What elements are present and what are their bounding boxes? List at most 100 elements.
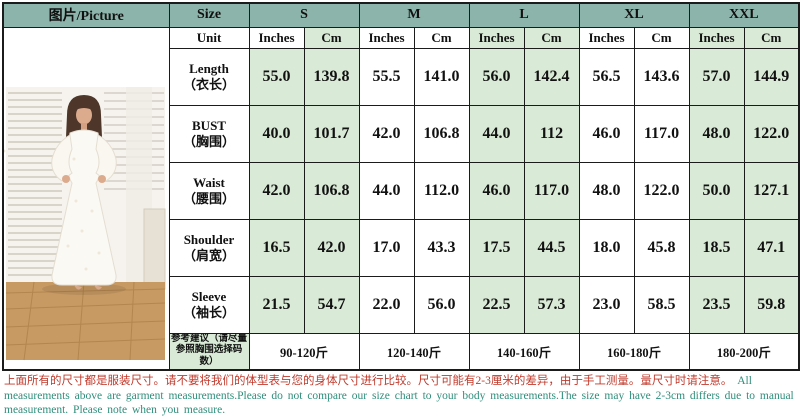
size-header-xxl: XXL (688, 2, 800, 28)
reference-row: 参考建议（请尽量参照胸围选择码数） 90-120斤 120-140斤 140-1… (3, 332, 800, 371)
model-photo-illustration (4, 30, 168, 362)
table-row-waist: Waist （腰围） 42.0 106.8 44.0 112.0 46.0 11… (3, 161, 800, 220)
unit-cell: Inches (578, 26, 635, 49)
reference-range: 180-200斤 (688, 332, 800, 371)
measurement-cell: 18.0 (578, 218, 635, 277)
unit-cell: Inches (358, 26, 415, 49)
size-header-m: M (358, 2, 470, 28)
measurement-cell: 23.0 (578, 275, 635, 334)
measurement-cell: 139.8 (303, 47, 360, 106)
measurement-cell: 17.0 (358, 218, 415, 277)
measurement-cell: 117.0 (633, 104, 690, 163)
measurement-cell: 59.8 (743, 275, 800, 334)
measurement-cell: 101.7 (303, 104, 360, 163)
measurement-cell: 106.8 (413, 104, 470, 163)
row-label-en: Waist (193, 174, 225, 190)
measurement-cell: 144.9 (743, 47, 800, 106)
row-label-en: Sleeve (191, 288, 227, 304)
measurement-cell: 112.0 (413, 161, 470, 220)
unit-cell: Cm (523, 26, 580, 49)
measurement-cell: 45.8 (633, 218, 690, 277)
measurement-cell: 122.0 (633, 161, 690, 220)
measurement-cell: 48.0 (688, 104, 745, 163)
measurement-cell: 48.0 (578, 161, 635, 220)
unit-cell: Cm (413, 26, 470, 49)
table-row-sleeve: Sleeve （袖长） 21.5 54.7 22.0 56.0 22.5 57.… (3, 275, 800, 334)
table-row-shoulder: Shoulder （肩宽） 16.5 42.0 17.0 43.3 17.5 4… (3, 218, 800, 277)
measurement-cell: 46.0 (468, 161, 525, 220)
measurement-cell: 57.3 (523, 275, 580, 334)
measurement-cell: 141.0 (413, 47, 470, 106)
measurement-cell: 122.0 (743, 104, 800, 163)
size-header-xl: XL (578, 2, 690, 28)
measurement-cell: 42.0 (248, 161, 305, 220)
measurement-cell: 54.7 (303, 275, 360, 334)
measurement-cell: 42.0 (303, 218, 360, 277)
measurement-cell: 16.5 (248, 218, 305, 277)
measurement-cell: 44.0 (358, 161, 415, 220)
unit-cell: Cm (743, 26, 800, 49)
product-photo (2, 26, 170, 371)
measurement-cell: 21.5 (248, 275, 305, 334)
row-label-zh: （肩宽） (182, 247, 235, 263)
table-row-length: Length （衣长） 55.0 139.8 55.5 141.0 56.0 1… (3, 47, 800, 106)
measurement-cell: 55.5 (358, 47, 415, 106)
header-row: 图片/Picture Size S M L XL XXL (2, 2, 800, 28)
measurement-cell: 142.4 (523, 47, 580, 106)
footer-note-chinese: 上面所有的尺寸都是服装尺寸。请不要将我们的体型表与您的身体尺寸进行比较。尺寸可能… (4, 375, 733, 388)
picture-header: 图片/Picture (2, 2, 170, 28)
unit-row: Unit Inches Cm Inches Cm Inches Cm Inche… (2, 26, 800, 371)
measurement-cell: 17.5 (468, 218, 525, 277)
size-header-l: L (468, 2, 580, 28)
size-header-s: S (248, 2, 360, 28)
unit-cell: Cm (303, 26, 360, 49)
row-label-zh: （衣长） (182, 76, 235, 92)
row-label: Length （衣长） (168, 47, 250, 106)
reference-range: 160-180斤 (578, 332, 690, 371)
row-label: Shoulder （肩宽） (168, 218, 250, 277)
unit-cell: Cm (633, 26, 690, 49)
row-label-zh: （腰围） (182, 190, 235, 206)
measurement-cell: 55.0 (248, 47, 305, 106)
measurement-cell: 46.0 (578, 104, 635, 163)
row-label: Sleeve （袖长） (168, 275, 250, 334)
row-label-en: Length (189, 60, 229, 76)
measurement-cell: 56.5 (578, 47, 635, 106)
measurement-cell: 143.6 (633, 47, 690, 106)
measurement-cell: 22.0 (358, 275, 415, 334)
size-chart-table: 图片/Picture Size S M L XL XXL (2, 2, 800, 372)
footer-note: 上面所有的尺寸都是服装尺寸。请不要将我们的体型表与您的身体尺寸进行比较。尺寸可能… (0, 371, 800, 417)
measurement-cell: 117.0 (523, 161, 580, 220)
measurement-cell: 127.1 (743, 161, 800, 220)
reference-range: 140-160斤 (468, 332, 580, 371)
row-label-en: Shoulder (183, 231, 235, 247)
measurement-cell: 42.0 (358, 104, 415, 163)
unit-label: Unit (168, 26, 250, 49)
measurement-cell: 40.0 (248, 104, 305, 163)
reference-range: 90-120斤 (248, 332, 360, 371)
measurement-cell: 44.5 (523, 218, 580, 277)
reference-range: 120-140斤 (358, 332, 470, 371)
measurement-cell: 58.5 (633, 275, 690, 334)
measurement-cell: 112 (523, 104, 580, 163)
measurement-cell: 44.0 (468, 104, 525, 163)
measurement-cell: 22.5 (468, 275, 525, 334)
measurement-cell: 56.0 (413, 275, 470, 334)
reference-label: 参考建议（请尽量参照胸围选择码数） (168, 332, 250, 371)
measurement-cell: 43.3 (413, 218, 470, 277)
measurement-cell: 57.0 (688, 47, 745, 106)
row-label-zh: （胸围） (182, 133, 235, 149)
measurement-cell: 56.0 (468, 47, 525, 106)
row-label: Waist （腰围） (168, 161, 250, 220)
measurement-cell: 47.1 (743, 218, 800, 277)
unit-cell: Inches (688, 26, 745, 49)
table-row-bust: BUST （胸围） 40.0 101.7 42.0 106.8 44.0 112… (3, 104, 800, 163)
size-header: Size (168, 2, 250, 28)
row-label: BUST （胸围） (168, 104, 250, 163)
unit-cell: Inches (248, 26, 305, 49)
model-figure (4, 94, 118, 290)
row-label-zh: （袖长） (182, 304, 235, 320)
measurement-cell: 50.0 (688, 161, 745, 220)
row-label-en: BUST (192, 117, 226, 133)
